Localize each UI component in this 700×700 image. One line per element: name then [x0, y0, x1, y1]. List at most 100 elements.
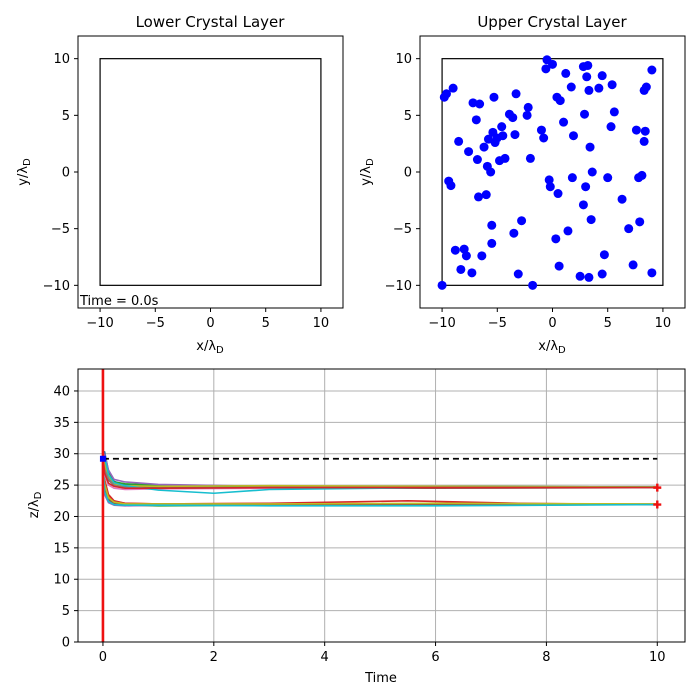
- particle-point: [536, 125, 546, 135]
- particle-point: [442, 89, 451, 99]
- particle-point: [606, 122, 616, 132]
- particle-point: [477, 251, 487, 261]
- particle-point: [548, 59, 557, 69]
- lower-x-axis-label: x/λD: [196, 339, 224, 356]
- particle-point: [631, 125, 641, 135]
- particle-point: [545, 182, 555, 192]
- upper-plot-frame: [419, 35, 686, 309]
- height-y-tick-label: 20: [53, 510, 70, 525]
- particle-point: [641, 82, 651, 92]
- upper-y-tick-label: −5: [393, 222, 412, 237]
- height-y-tick-label: 40: [53, 384, 70, 399]
- lower-y-axis-label: y/λD: [16, 158, 33, 186]
- particle-point: [551, 234, 561, 244]
- upper-x-tick-label: −5: [488, 316, 507, 331]
- particle-point: [489, 92, 499, 102]
- height-x-tick-label: 0: [99, 650, 107, 665]
- particle-point: [581, 182, 591, 192]
- particle-point: [647, 268, 657, 278]
- particle-point: [522, 110, 532, 120]
- particle-point: [468, 98, 478, 108]
- particle-point: [617, 194, 627, 204]
- particle-point: [587, 167, 597, 177]
- lower-crystal-layer-panel: Lower Crystal Layer −10 −5 0 5 10 −10 −5 0 5 10 T…: [16, 13, 344, 356]
- upper-panel-title: Upper Crystal Layer: [477, 13, 627, 31]
- particle-point: [437, 280, 447, 290]
- height-y-tick-label: 5: [62, 604, 70, 619]
- lower-y-tick-label: −5: [51, 222, 70, 237]
- particle-point: [481, 190, 491, 200]
- particle-point: [563, 226, 573, 236]
- particle-point: [448, 83, 458, 93]
- particle-point: [594, 83, 604, 93]
- lower-panel-title: Lower Crystal Layer: [136, 13, 286, 31]
- particle-point: [554, 261, 564, 271]
- particle-point: [566, 82, 576, 92]
- height-x-tick-label: 6: [431, 650, 439, 665]
- particle-point: [539, 133, 549, 143]
- height-y-tick-label: 30: [53, 447, 70, 462]
- particle-point: [483, 134, 493, 144]
- upper-x-axis-label: x/λD: [538, 339, 566, 356]
- particle-point: [456, 264, 466, 274]
- particle-point: [584, 85, 594, 95]
- lower-y-tick-label: −10: [43, 279, 70, 294]
- upper-y-axis-label: y/λD: [359, 158, 376, 186]
- particle-point: [580, 109, 590, 119]
- height-x-tick-label: 10: [649, 650, 666, 665]
- particle-point: [475, 99, 485, 109]
- particle-point: [597, 71, 607, 81]
- particle-point: [479, 142, 489, 152]
- particle-point: [487, 238, 497, 248]
- particle-point: [509, 228, 519, 238]
- lower-layer-height-line: [102, 458, 658, 505]
- particle-point: [585, 142, 595, 152]
- height-y-tick-label: 0: [62, 636, 70, 651]
- lower-x-tick-label: 10: [313, 316, 330, 331]
- particle-point: [603, 173, 613, 183]
- particle-point: [567, 173, 577, 183]
- upper-y-tick-label: 0: [404, 166, 412, 181]
- height-x-tick-label: 8: [542, 650, 550, 665]
- particle-point: [464, 147, 474, 157]
- height-x-tick-label: 4: [321, 650, 329, 665]
- particle-point: [628, 260, 638, 270]
- time-annotation: Time = 0.0s: [79, 294, 159, 309]
- particle-point: [459, 244, 469, 254]
- upper-x-tick-label: 0: [548, 316, 556, 331]
- lower-x-tick-label: −5: [146, 316, 165, 331]
- particle-point: [561, 68, 571, 78]
- height-vs-time-panel: 0 2 4 6 8 10 0 5 10 15 20 25 30 35 40 Time z/λD: [27, 368, 686, 686]
- particle-point: [637, 170, 647, 180]
- particle-point: [544, 175, 554, 185]
- particle-point: [511, 89, 521, 99]
- particle-point: [541, 64, 551, 74]
- upper-y-tick-label: 5: [404, 109, 412, 124]
- particle-point: [497, 122, 507, 132]
- particle-point: [609, 107, 619, 117]
- particle-point: [555, 96, 565, 106]
- particle-point: [510, 130, 520, 140]
- height-y-tick-label: 25: [53, 479, 70, 494]
- particle-point: [486, 167, 496, 177]
- particle-point: [461, 251, 471, 261]
- upper-x-tick-label: 10: [655, 316, 672, 331]
- start-position-marker: [99, 455, 106, 462]
- particle-point: [583, 60, 593, 70]
- upper-y-tick-label: −10: [385, 279, 412, 294]
- upper-x-tick-label: −10: [428, 316, 455, 331]
- particle-point: [559, 117, 569, 127]
- particle-point: [498, 131, 508, 141]
- particle-point: [508, 113, 518, 123]
- particle-point: [513, 269, 523, 279]
- lower-x-tick-label: −10: [86, 316, 113, 331]
- particle-point: [597, 269, 607, 279]
- height-x-tick-label: 2: [210, 650, 218, 665]
- particle-point: [647, 65, 657, 75]
- lower-boundary-box: [99, 58, 322, 286]
- particle-point: [517, 216, 527, 226]
- particle-point: [446, 181, 456, 191]
- upper-boundary-box: [441, 58, 664, 286]
- particle-point: [472, 155, 482, 165]
